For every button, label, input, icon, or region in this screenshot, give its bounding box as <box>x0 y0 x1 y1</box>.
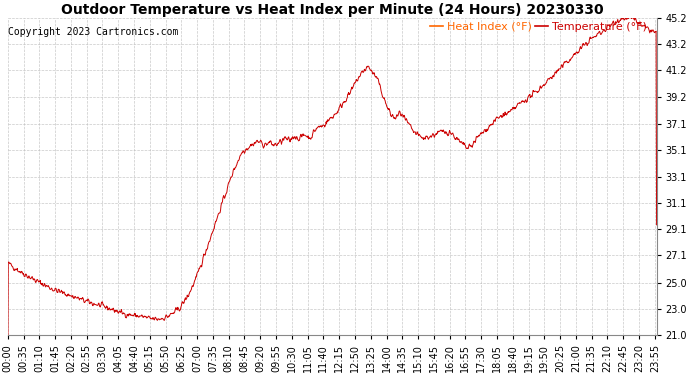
Text: Copyright 2023 Cartronics.com: Copyright 2023 Cartronics.com <box>8 27 179 38</box>
Title: Outdoor Temperature vs Heat Index per Minute (24 Hours) 20230330: Outdoor Temperature vs Heat Index per Mi… <box>61 3 604 17</box>
Legend: Heat Index (°F), Temperature (°F): Heat Index (°F), Temperature (°F) <box>426 17 651 36</box>
